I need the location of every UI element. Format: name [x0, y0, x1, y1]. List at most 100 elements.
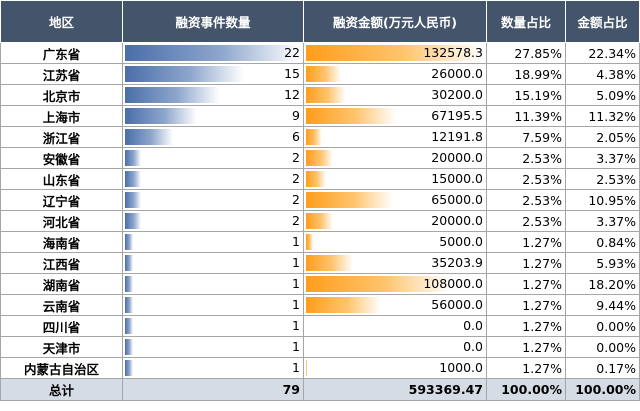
region-cell: 河北省	[0, 210, 123, 232]
amount-share-cell: 0.00%	[565, 315, 640, 337]
count-cell-bar	[125, 87, 220, 103]
table-body: 广东省 22 132578.3 27.85% 22.34% 江苏省 15 26000.0 18.…	[0, 42, 640, 401]
count-cell-bar	[125, 234, 133, 250]
amount-cell-bar	[306, 66, 341, 82]
region-cell: 内蒙古自治区	[0, 357, 123, 379]
region-cell: 辽宁省	[0, 189, 123, 211]
region-cell: 北京市	[0, 84, 123, 106]
amount-share-cell: 11.32%	[565, 105, 640, 127]
count-cell-value: 22	[284, 45, 300, 60]
count-cell: 1	[122, 273, 304, 295]
total-count-share: 100.00%	[486, 378, 566, 401]
amount-cell-bar	[306, 360, 307, 376]
region-cell: 天津市	[0, 336, 123, 358]
amount-cell-value: 0.0	[463, 339, 483, 354]
amount-cell-value: 30200.0	[431, 87, 483, 102]
amount-share-cell: 5.93%	[565, 252, 640, 274]
count-cell: 1	[122, 357, 304, 379]
count-cell-bar	[125, 213, 141, 229]
count-cell: 1	[122, 336, 304, 358]
total-amount: 593369.47	[303, 378, 487, 401]
amount-cell: 20000.0	[303, 147, 487, 169]
count-cell: 2	[122, 210, 304, 232]
count-cell: 15	[122, 63, 304, 85]
count-cell-value: 2	[292, 171, 300, 186]
count-share-cell: 15.19%	[486, 84, 566, 106]
count-share-cell: 27.85%	[486, 42, 566, 64]
amount-share-cell: 18.20%	[565, 273, 640, 295]
count-share-cell: 7.59%	[486, 126, 566, 148]
count-share-cell: 1.27%	[486, 357, 566, 379]
count-share-cell: 1.27%	[486, 315, 566, 337]
region-cell: 上海市	[0, 105, 123, 127]
count-cell-value: 15	[284, 66, 300, 81]
amount-share-cell: 22.34%	[565, 42, 640, 64]
region-cell: 云南省	[0, 294, 123, 316]
amount-share-cell: 0.84%	[565, 231, 640, 253]
amount-share-cell: 4.38%	[565, 63, 640, 85]
table-row: 浙江省 6 12191.8 7.59% 2.05%	[0, 126, 640, 148]
amount-cell-value: 35203.9	[431, 255, 483, 270]
count-share-cell: 2.53%	[486, 168, 566, 190]
amount-cell: 35203.9	[303, 252, 487, 274]
table-row: 北京市 12 30200.0 15.19% 5.09%	[0, 84, 640, 106]
amount-cell-bar	[306, 108, 396, 124]
header-count-share: 数量占比	[486, 0, 566, 43]
amount-cell-value: 56000.0	[431, 297, 483, 312]
amount-cell: 56000.0	[303, 294, 487, 316]
region-cell: 江苏省	[0, 63, 123, 85]
amount-cell-bar	[306, 171, 326, 187]
amount-share-cell: 3.37%	[565, 210, 640, 232]
amount-cell-bar	[306, 129, 322, 145]
count-cell: 2	[122, 168, 304, 190]
amount-cell: 30200.0	[303, 84, 487, 106]
table-row: 河北省 2 20000.0 2.53% 3.37%	[0, 210, 640, 232]
amount-cell: 5000.0	[303, 231, 487, 253]
amount-cell-value: 108000.0	[423, 276, 483, 291]
total-count: 79	[122, 378, 304, 401]
amount-cell-bar	[306, 276, 450, 292]
count-cell-bar	[125, 129, 173, 145]
amount-cell-value: 26000.0	[431, 66, 483, 81]
count-cell-bar	[125, 360, 133, 376]
financing-table: 地区 融资事件数量 融资金额(万元人民币) 数量占比 金额占比 广东省 22 132…	[0, 0, 640, 401]
count-cell: 1	[122, 252, 304, 274]
count-share-cell: 1.27%	[486, 252, 566, 274]
header-region: 地区	[0, 0, 123, 43]
region-cell: 四川省	[0, 315, 123, 337]
amount-cell-value: 0.0	[463, 318, 483, 333]
table-row: 湖南省 1 108000.0 1.27% 18.20%	[0, 273, 640, 295]
amount-cell-value: 12191.8	[431, 129, 483, 144]
header-amount-share: 金额占比	[565, 0, 640, 43]
table-row: 江苏省 15 26000.0 18.99% 4.38%	[0, 63, 640, 85]
count-share-cell: 1.27%	[486, 294, 566, 316]
amount-cell-value: 5000.0	[439, 234, 483, 249]
amount-cell: 132578.3	[303, 42, 487, 64]
count-cell-value: 1	[292, 276, 300, 291]
count-cell-value: 2	[292, 150, 300, 165]
region-cell: 山东省	[0, 168, 123, 190]
table-row: 天津市 1 0.0 1.27% 0.00%	[0, 336, 640, 358]
total-amount-share: 100.00%	[565, 378, 640, 401]
table-row: 安徽省 2 20000.0 2.53% 3.37%	[0, 147, 640, 169]
count-cell-bar	[125, 255, 133, 271]
table-row: 海南省 1 5000.0 1.27% 0.84%	[0, 231, 640, 253]
count-cell: 12	[122, 84, 304, 106]
region-cell: 江西省	[0, 252, 123, 274]
count-share-cell: 1.27%	[486, 336, 566, 358]
count-cell: 1	[122, 231, 304, 253]
amount-cell-bar	[306, 297, 381, 313]
count-cell-bar	[125, 45, 300, 61]
region-cell: 湖南省	[0, 273, 123, 295]
amount-cell: 1000.0	[303, 357, 487, 379]
amount-cell-value: 20000.0	[431, 150, 483, 165]
amount-cell-bar	[306, 255, 353, 271]
region-cell: 安徽省	[0, 147, 123, 169]
table-row: 内蒙古自治区 1 1000.0 1.27% 0.17%	[0, 357, 640, 379]
count-cell: 2	[122, 147, 304, 169]
count-cell-value: 9	[292, 108, 300, 123]
amount-cell-bar	[306, 192, 393, 208]
count-cell-value: 6	[292, 129, 300, 144]
region-cell: 海南省	[0, 231, 123, 253]
count-cell-value: 1	[292, 339, 300, 354]
